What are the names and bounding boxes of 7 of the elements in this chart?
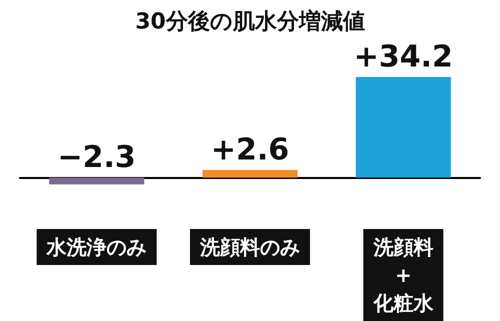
x-tick-label: 洗顔料 + 化粧水	[372, 235, 434, 315]
data-label: −2.3	[58, 140, 136, 176]
data-label: +34.2	[354, 40, 453, 75]
x-tick-label: 洗顔料のみ	[199, 235, 300, 259]
data-label: +2.6	[210, 132, 290, 168]
x-tick-label: 水洗浄のみ	[46, 235, 147, 259]
chart-title: 30分後の肌水分増減値	[135, 8, 365, 34]
